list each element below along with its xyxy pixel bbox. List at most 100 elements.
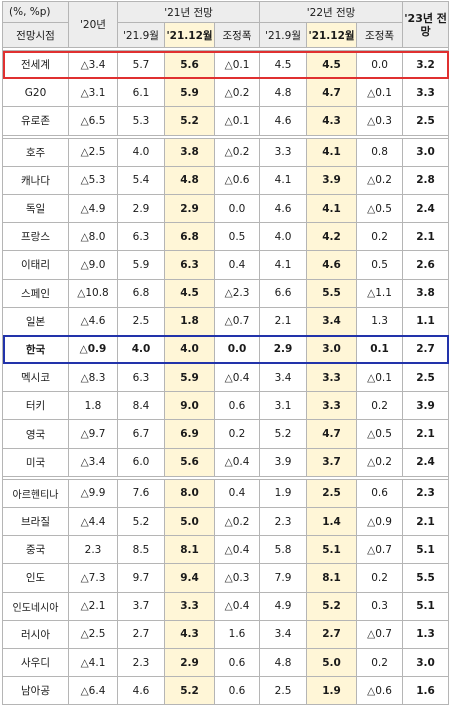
value-2022-dec: 4.1 bbox=[306, 137, 358, 167]
value-2021-dec: 5.2 bbox=[164, 676, 215, 705]
value-2021-adj: △0.1 bbox=[213, 106, 261, 136]
value-2021-adj: △0.6 bbox=[213, 165, 261, 195]
value-2021-adj: △0.2 bbox=[213, 137, 261, 167]
value-2022-dec: 4.6 bbox=[306, 250, 358, 280]
value-2023: 2.1 bbox=[402, 222, 450, 252]
value-2020: △3.4 bbox=[68, 447, 118, 477]
value-2021-sep: 4.6 bbox=[117, 676, 165, 705]
value-2020: △2.5 bbox=[68, 137, 118, 167]
value-2022-adj: △0.2 bbox=[356, 165, 404, 195]
value-2022-sep: 3.1 bbox=[259, 391, 308, 421]
value-2021-dec: 5.6 bbox=[164, 49, 215, 80]
value-2020: △9.0 bbox=[68, 250, 118, 280]
sub-2022-dec: '21.12월 bbox=[306, 22, 358, 48]
value-2023: 2.3 bbox=[402, 478, 450, 509]
country-name: 중국 bbox=[2, 535, 69, 565]
country-name: 캐나다 bbox=[2, 165, 69, 195]
value-2023: 1.1 bbox=[402, 306, 450, 336]
country-name: 인도네시아 bbox=[2, 591, 69, 621]
country-name: 브라질 bbox=[2, 506, 69, 537]
value-2022-sep: 4.5 bbox=[259, 49, 308, 80]
value-2022-adj: 0.2 bbox=[356, 563, 404, 593]
value-2021-adj: △0.4 bbox=[213, 447, 261, 477]
value-2021-adj: △0.3 bbox=[213, 563, 261, 593]
col-2023-forecast: '23년 전망 bbox=[402, 1, 450, 48]
value-2022-sep: 2.1 bbox=[259, 306, 308, 336]
value-2022-dec: 3.4 bbox=[306, 306, 358, 336]
value-2022-dec: 3.3 bbox=[306, 391, 358, 421]
value-2022-sep: 5.8 bbox=[259, 535, 308, 565]
value-2021-sep: 5.9 bbox=[117, 250, 165, 280]
col-2022-forecast: '22년 전망 bbox=[259, 1, 404, 23]
country-name: 영국 bbox=[2, 419, 69, 449]
sub-2021-adj: 조정폭 bbox=[213, 22, 261, 48]
value-2020: △9.7 bbox=[68, 419, 118, 449]
value-2022-adj: 0.1 bbox=[356, 334, 404, 365]
value-2021-dec: 2.9 bbox=[164, 647, 215, 678]
value-2022-sep: 3.4 bbox=[259, 363, 308, 393]
value-2021-adj: 0.0 bbox=[213, 193, 261, 224]
value-2022-sep: 7.9 bbox=[259, 563, 308, 593]
country-name: 호주 bbox=[2, 137, 69, 167]
value-2022-dec: 3.7 bbox=[306, 447, 358, 477]
value-2020: △4.6 bbox=[68, 306, 118, 336]
value-2021-adj: △0.7 bbox=[213, 306, 261, 336]
value-2022-sep: 2.5 bbox=[259, 676, 308, 705]
value-2021-dec: 5.9 bbox=[164, 363, 215, 393]
value-2023: 3.0 bbox=[402, 137, 450, 167]
value-2021-dec: 4.0 bbox=[164, 334, 215, 365]
value-2023: 2.4 bbox=[402, 193, 450, 224]
value-2022-adj: 0.2 bbox=[356, 391, 404, 421]
value-2020: △0.9 bbox=[68, 334, 118, 365]
value-2021-sep: 5.4 bbox=[117, 165, 165, 195]
value-2021-dec: 5.0 bbox=[164, 506, 215, 537]
value-2023: 1.3 bbox=[402, 619, 450, 649]
value-2021-dec: 6.8 bbox=[164, 222, 215, 252]
value-2021-dec: 6.9 bbox=[164, 419, 215, 449]
value-2021-dec: 8.1 bbox=[164, 535, 215, 565]
value-2021-sep: 6.3 bbox=[117, 222, 165, 252]
country-name: G20 bbox=[2, 78, 69, 108]
value-2021-adj: 0.2 bbox=[213, 419, 261, 449]
value-2020: △3.1 bbox=[68, 78, 118, 108]
country-name: 이태리 bbox=[2, 250, 69, 280]
value-2021-sep: 5.2 bbox=[117, 506, 165, 537]
value-2023: 5.1 bbox=[402, 535, 450, 565]
value-2021-adj: △0.2 bbox=[213, 78, 261, 108]
value-2022-dec: 3.0 bbox=[306, 334, 358, 365]
value-2023: 2.5 bbox=[402, 106, 450, 136]
value-2022-sep: 3.4 bbox=[259, 619, 308, 649]
value-2021-dec: 3.8 bbox=[164, 137, 215, 167]
value-2022-adj: △0.3 bbox=[356, 106, 404, 136]
value-2022-sep: 4.9 bbox=[259, 591, 308, 621]
value-2021-adj: △0.2 bbox=[213, 506, 261, 537]
value-2022-adj: △0.5 bbox=[356, 419, 404, 449]
table-row: 미국 △3.4 6.0 5.6 △0.4 3.9 3.7 △0.2 2.4 bbox=[2, 447, 450, 477]
value-2021-sep: 6.0 bbox=[117, 447, 165, 477]
value-2021-dec: 4.5 bbox=[164, 278, 215, 308]
country-name: 사우디 bbox=[2, 647, 69, 678]
value-2021-adj: 0.5 bbox=[213, 222, 261, 252]
value-2022-adj: △0.7 bbox=[356, 535, 404, 565]
value-2023: 2.1 bbox=[402, 506, 450, 537]
value-2022-sep: 4.8 bbox=[259, 647, 308, 678]
table-row: 일본 △4.6 2.5 1.8 △0.7 2.1 3.4 1.3 1.1 bbox=[2, 306, 450, 336]
value-2022-adj: △0.1 bbox=[356, 78, 404, 108]
value-2022-dec: 2.7 bbox=[306, 619, 358, 649]
unit-label: (%, %p) bbox=[2, 1, 69, 23]
value-2021-sep: 4.0 bbox=[117, 137, 165, 167]
value-2021-sep: 6.7 bbox=[117, 419, 165, 449]
value-2022-dec: 4.1 bbox=[306, 193, 358, 224]
value-2020: 1.8 bbox=[68, 391, 118, 421]
value-2021-dec: 4.8 bbox=[164, 165, 215, 195]
value-2021-sep: 3.7 bbox=[117, 591, 165, 621]
table-row: 영국 △9.7 6.7 6.9 0.2 5.2 4.7 △0.5 2.1 bbox=[2, 419, 450, 449]
value-2022-adj: 0.6 bbox=[356, 478, 404, 509]
value-2022-adj: △0.6 bbox=[356, 676, 404, 705]
value-2020: △3.4 bbox=[68, 49, 118, 80]
country-name: 스페인 bbox=[2, 278, 69, 308]
value-2022-adj: 0.3 bbox=[356, 591, 404, 621]
value-2023: 2.4 bbox=[402, 447, 450, 477]
value-2022-dec: 5.1 bbox=[306, 535, 358, 565]
